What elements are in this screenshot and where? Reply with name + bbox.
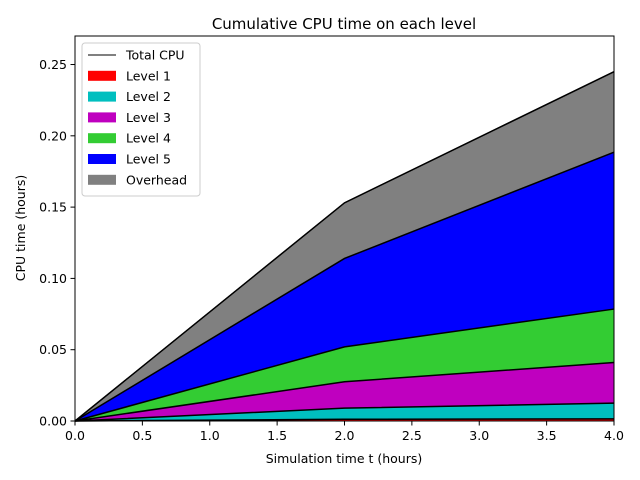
boundary-level-2	[74, 402, 615, 422]
y-tick-label: 0.05	[39, 342, 67, 357]
series-boundaries	[74, 70, 615, 422]
y-axis-ticks: 0.00 0.05 0.10 0.15 0.20 0.25	[39, 57, 75, 429]
legend-level-1-label: Level 1	[126, 68, 171, 83]
x-tick-label: 0.5	[132, 428, 152, 443]
x-tick-label: 4.0	[604, 428, 624, 443]
y-tick-label: 0.20	[39, 128, 67, 143]
legend: Total CPU Level 1 Level 2 Level 3 Level 4 Lev…	[81, 42, 201, 197]
x-tick-label: 1.5	[267, 428, 287, 443]
legend-level-4-swatch	[88, 133, 116, 144]
y-tick-label: 0.15	[39, 200, 67, 215]
legend-overhead-swatch	[88, 174, 116, 185]
legend-level-1-swatch	[88, 70, 116, 81]
area-level-4	[75, 309, 614, 421]
x-tick-label: 0.0	[65, 428, 85, 443]
total-cpu-line	[74, 71, 615, 422]
area-overhead	[75, 71, 614, 422]
x-axis-label: Simulation time t (hours)	[266, 451, 423, 466]
x-tick-label: 3.5	[537, 428, 557, 443]
y-tick-label: 0.00	[39, 414, 67, 429]
legend-level-2-swatch	[88, 91, 116, 102]
x-tick-label: 3.0	[469, 428, 489, 443]
area-level-3	[75, 362, 614, 421]
boundary-level-4	[74, 308, 615, 422]
y-tick-label: 0.10	[39, 271, 67, 286]
area-level-5	[75, 152, 614, 421]
legend-overhead-label: Overhead	[126, 172, 187, 187]
x-tick-label: 1.0	[200, 428, 220, 443]
legend-total-cpu-label: Total CPU	[125, 48, 185, 63]
y-tick-label: 0.25	[39, 57, 67, 72]
legend-level-4-label: Level 4	[126, 131, 171, 146]
legend-level-3-swatch	[88, 112, 116, 123]
x-tick-label: 2.0	[335, 428, 355, 443]
legend-level-5-label: Level 5	[126, 152, 171, 167]
chart-title: Cumulative CPU time on each level	[212, 15, 476, 33]
stacked-areas	[75, 71, 614, 422]
legend-level-5-swatch	[88, 154, 116, 164]
y-axis-label: CPU time (hours)	[13, 175, 28, 282]
boundary-level-1	[74, 418, 615, 422]
boundary-level-3	[74, 361, 615, 422]
x-axis-ticks: 0.0 0.5 1.0 1.5 2.0 2.5 3.0 3.5 4.0	[65, 421, 624, 443]
legend-level-3-label: Level 3	[126, 110, 171, 125]
x-tick-label: 2.5	[402, 428, 422, 443]
legend-level-2-label: Level 2	[126, 89, 171, 104]
boundary-level-5	[74, 151, 615, 422]
area-level-2	[75, 403, 614, 421]
